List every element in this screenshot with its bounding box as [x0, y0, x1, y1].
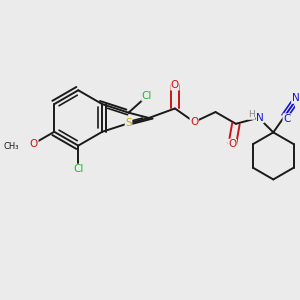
Text: O: O	[30, 139, 38, 148]
Text: N: N	[292, 93, 299, 103]
Text: C: C	[283, 114, 290, 124]
Text: H: H	[248, 110, 255, 119]
Text: O: O	[228, 139, 236, 149]
Text: CH₃: CH₃	[4, 142, 19, 151]
Text: O: O	[171, 80, 179, 90]
Text: S: S	[125, 118, 132, 128]
Text: Cl: Cl	[73, 164, 83, 174]
Text: Cl: Cl	[142, 91, 152, 101]
Text: N: N	[256, 113, 264, 123]
Text: O: O	[190, 117, 198, 127]
